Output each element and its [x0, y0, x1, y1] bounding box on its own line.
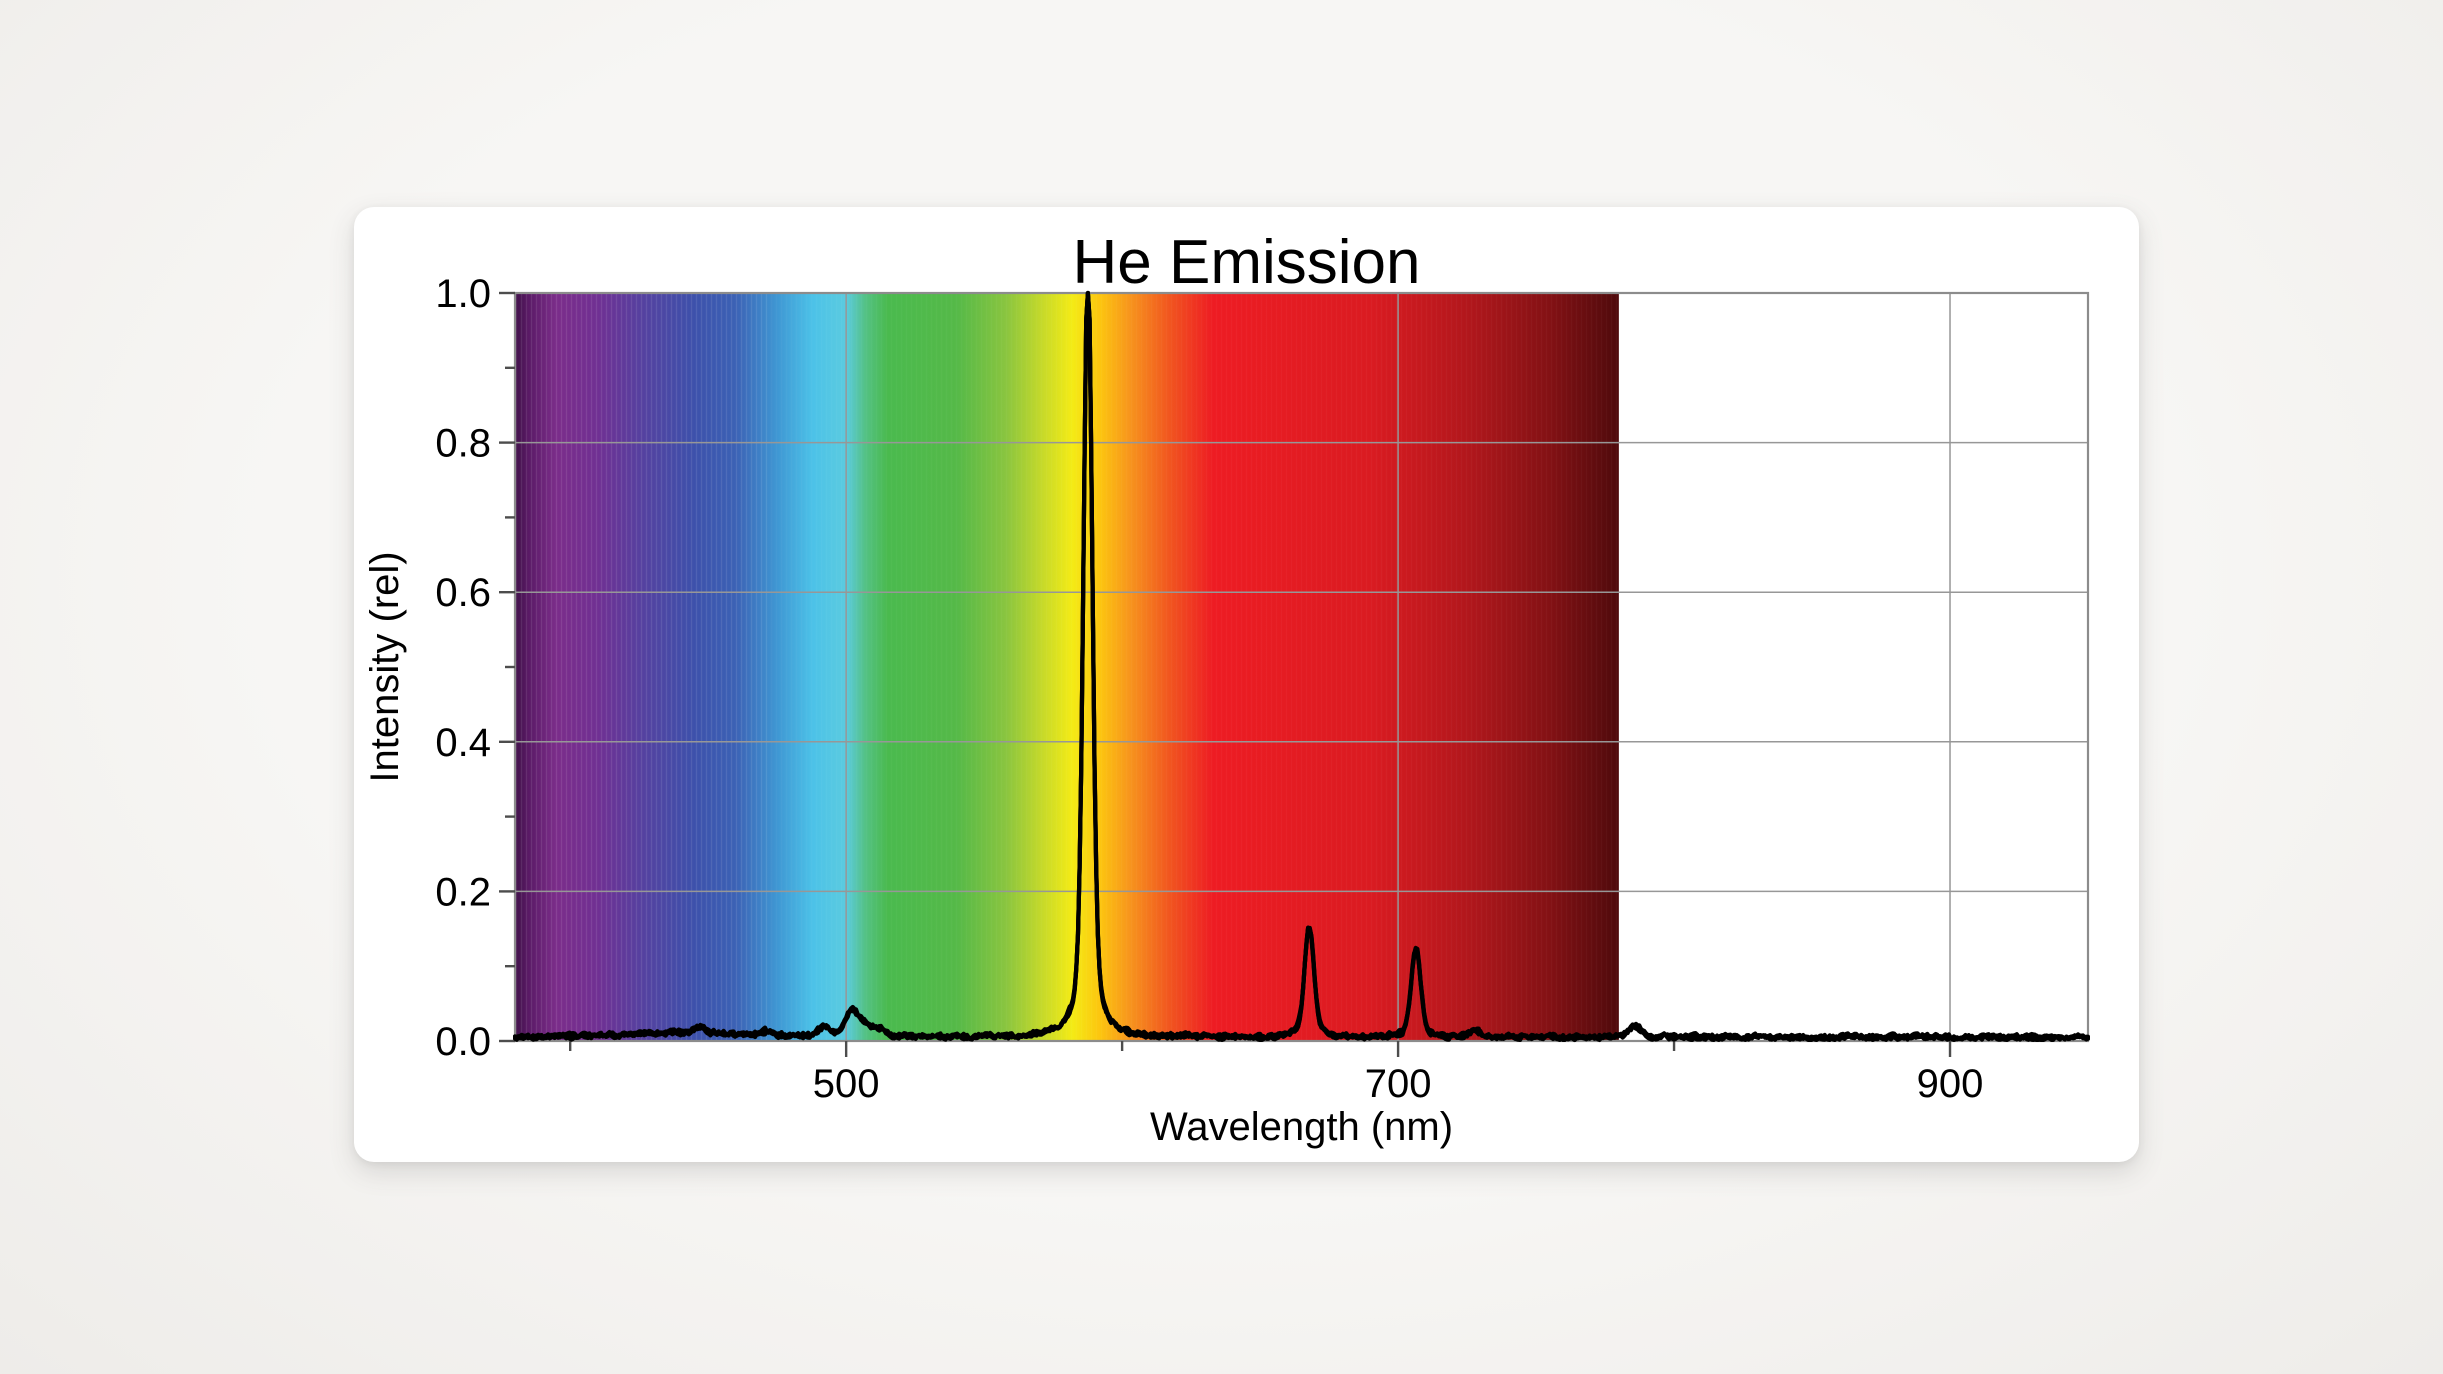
spectrum-curve: [513, 290, 2090, 1043]
spectrum-stripe-texture-violet: [515, 293, 769, 1041]
x-axis-label: Wavelength (nm): [1150, 1105, 1453, 1149]
y-tick-label-0.6: 0.6: [435, 571, 491, 615]
chart-title: He Emission: [1073, 228, 1421, 297]
y-tick-label-0.2: 0.2: [435, 870, 491, 914]
tick-labels: 500 700 900 0.0 0.2 0.4 0.6 0.8 1.0: [435, 272, 1983, 1106]
y-tick-label-1.0: 1.0: [435, 272, 491, 316]
y-tick-label-0.4: 0.4: [435, 721, 491, 765]
y-tick-label-0.0: 0.0: [435, 1020, 491, 1064]
spectrum-trace-3: [513, 290, 2090, 1043]
x-tick-label-700: 700: [1365, 1062, 1432, 1106]
x-tick-label-500: 500: [813, 1062, 880, 1106]
gridlines: [515, 293, 2088, 1041]
axis-ticks: [499, 291, 1952, 1057]
x-tick-label-900: 900: [1917, 1062, 1984, 1106]
y-tick-label-0.8: 0.8: [435, 422, 491, 466]
visible-spectrum-band: [515, 293, 1619, 1041]
figure-card: 500 700 900 0.0 0.2 0.4 0.6 0.8 1.0 He Emission …: [354, 207, 2139, 1162]
y-axis-label: Intensity (rel): [363, 551, 407, 782]
